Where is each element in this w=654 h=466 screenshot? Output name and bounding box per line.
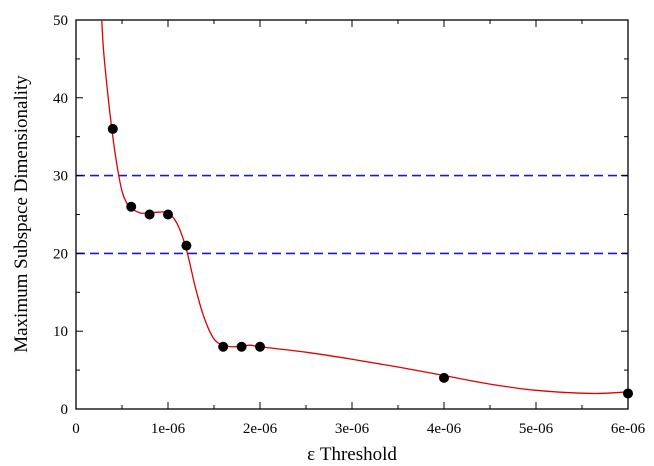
x-axis-title: ε Threshold <box>307 444 397 465</box>
fit-curve <box>101 20 628 395</box>
plot-frame <box>75 19 629 410</box>
data-point-10 <box>623 388 633 399</box>
data-points-layer <box>107 123 633 399</box>
x-axis-ticks: 0 1e-06 2e-06 3e-06 4e-06 5e-06 6e-06 <box>72 20 646 437</box>
y-tick-label: 50 <box>53 13 68 29</box>
y-axis-ticks: 0 10 20 30 40 50 <box>53 13 628 418</box>
y-tick-label: 30 <box>53 169 68 185</box>
x-tick-label: 3e-06 <box>335 421 370 437</box>
reference-lines <box>76 174 628 255</box>
data-point-4 <box>163 209 173 220</box>
x-tick-label: 5e-06 <box>519 421 554 437</box>
y-tick-label: 40 <box>53 91 68 107</box>
y-tick-label: 20 <box>53 246 68 262</box>
y-tick-label: 10 <box>53 324 68 340</box>
data-point-3 <box>144 209 155 220</box>
x-tick-label: 1e-06 <box>151 421 186 437</box>
data-point-6 <box>218 341 229 352</box>
data-point-9 <box>439 372 449 383</box>
data-point-5 <box>181 240 192 251</box>
data-point-2 <box>126 201 137 212</box>
data-point-7 <box>236 341 247 352</box>
x-tick-label: 6e-06 <box>611 421 646 437</box>
y-tick-label: 0 <box>61 402 69 418</box>
x-tick-label: 4e-06 <box>427 421 462 437</box>
y-axis-title: Maximum Subspace Dimensionality <box>11 75 32 353</box>
data-point-1 <box>107 123 118 134</box>
x-tick-label: 2e-06 <box>243 421 278 437</box>
data-point-8 <box>255 341 265 352</box>
x-tick-label: 0 <box>72 421 80 437</box>
fit-curve-layer <box>101 20 628 395</box>
